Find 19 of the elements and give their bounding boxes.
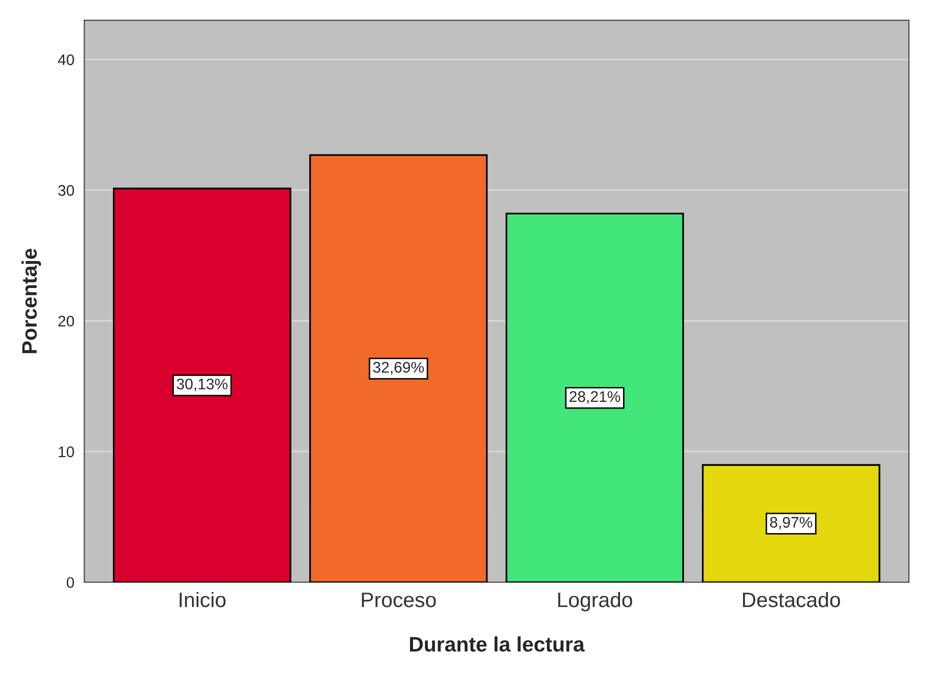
data-label: 8,97%	[770, 516, 812, 530]
data-label: 32,69%	[373, 362, 424, 375]
x-tick-label: Proceso	[362, 592, 436, 608]
y-tick-label: 10	[58, 446, 74, 458]
bar	[309, 154, 488, 582]
y-axis-title: Porcentaje	[22, 248, 41, 354]
y-tick-label: 30	[58, 185, 74, 196]
x-tick-label: Inicio	[180, 592, 226, 608]
y-tick-label: 0	[66, 577, 74, 588]
bar	[112, 188, 292, 582]
y-tick-label: 40	[58, 54, 74, 66]
bar	[702, 464, 880, 582]
y-tick-label: 20	[58, 316, 74, 327]
x-tick-label: Destacado	[743, 592, 840, 608]
x-tick-label: Logrado	[558, 592, 632, 612]
bar	[506, 212, 684, 582]
x-axis-title: Durante la lectura	[410, 636, 585, 652]
data-label: 28,21%	[570, 391, 620, 404]
data-label: 30,13%	[176, 378, 228, 392]
